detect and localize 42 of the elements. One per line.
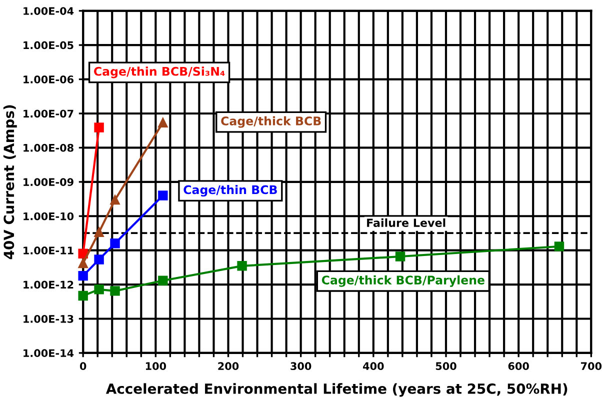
y-tick-label: 1.00E-10 xyxy=(24,212,74,220)
point xyxy=(94,254,104,264)
x-tick-label: 400 xyxy=(363,362,384,370)
point xyxy=(158,118,168,128)
point xyxy=(78,290,88,301)
x-tick-label: 300 xyxy=(290,362,312,370)
y-axis-title: 40V Current (Amps) xyxy=(3,105,17,260)
ref-line-label: Failure Level xyxy=(367,218,446,227)
point xyxy=(554,242,564,252)
point xyxy=(158,276,168,286)
x-tick-label: 0 xyxy=(80,362,86,370)
x-tick-label: 100 xyxy=(146,362,166,370)
y-tick-label: 1.00E-08 xyxy=(24,144,74,152)
y-tick-label: 1.00E-05 xyxy=(24,41,74,50)
point xyxy=(110,238,120,248)
y-tick-label: 1.00E-06 xyxy=(24,76,74,84)
x-tick-label: 600 xyxy=(508,362,529,370)
series-label: Cage/thick BCB/Parylene xyxy=(322,275,484,287)
x-tick-label: 200 xyxy=(218,362,239,370)
point xyxy=(78,258,88,268)
x-tick-label: 500 xyxy=(436,362,456,370)
point xyxy=(94,122,104,132)
point xyxy=(237,261,247,271)
y-tick-label: 1.00E-11 xyxy=(24,246,74,254)
text: Cage/thin BCB/Si₃N₄ xyxy=(94,66,225,78)
y-tick-label: 1.00E-07 xyxy=(24,110,74,118)
point xyxy=(110,286,120,296)
y-tick-label: 1.00E-12 xyxy=(24,280,74,289)
series-label: Cage/thin BCB xyxy=(184,185,277,197)
x-tick-label: 700 xyxy=(580,362,602,370)
y-tick-label: 1.00E-14 xyxy=(24,349,74,358)
x-axis-title: Accelerated Environmental Lifetime (years at 25C, 50%RH) xyxy=(106,383,568,397)
point xyxy=(94,284,104,294)
point xyxy=(78,270,88,281)
y-tick-label: 1.00E-09 xyxy=(24,178,74,186)
y-tick-label: 1.00E-13 xyxy=(24,314,74,323)
point xyxy=(94,227,104,238)
point xyxy=(395,252,406,262)
point xyxy=(110,194,120,205)
y-tick-label: 1.00E-04 xyxy=(24,7,74,15)
text: Cage/thick BCB xyxy=(221,116,321,128)
point xyxy=(158,190,168,200)
